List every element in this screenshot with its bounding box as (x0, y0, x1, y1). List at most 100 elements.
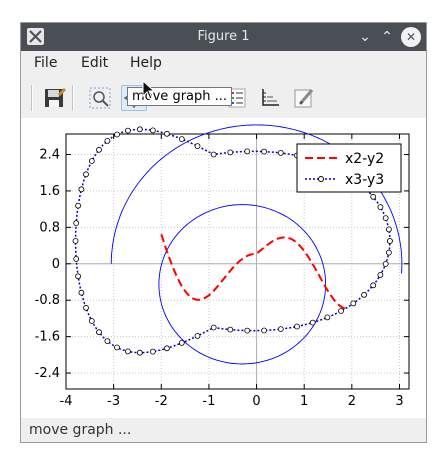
legend-button[interactable] (224, 85, 250, 111)
series-x3-y3-point (194, 332, 201, 339)
zoom-icon (89, 87, 111, 109)
title-bar: Figure 1 ⌄ ⌃ ✕ (21, 23, 426, 51)
y-tick-label: -2.4 (35, 366, 60, 381)
series-x3-y3-point (261, 327, 268, 334)
series-x3-y3-point (244, 148, 251, 155)
series-x3-y3-point (88, 158, 95, 164)
series-x3-y3-point (350, 300, 357, 307)
series-x3-y3-point (114, 344, 120, 351)
series-x3-y3-point (227, 326, 234, 333)
save-icon (45, 87, 67, 107)
series-x3-y3-point (75, 273, 81, 280)
series-x3-y3-point (125, 348, 131, 355)
y-tick-label: -1.6 (35, 330, 60, 345)
edit-icon (294, 89, 314, 108)
x-tick-label: -2 (155, 394, 168, 409)
minimize-icon[interactable]: ⌄ (359, 29, 371, 45)
series-x3-y3-point (96, 329, 102, 336)
series-x3-y3-point (385, 249, 392, 256)
series-x3-y3-point (72, 238, 79, 244)
menu-edit[interactable]: Edit (81, 55, 109, 71)
blue-arc-curve (110, 124, 403, 274)
legend-icon (228, 88, 246, 108)
series-x3-y3-point (163, 130, 170, 137)
series-x3-y3-point (83, 171, 89, 178)
legend-label-x3-y3: x3-y3 (345, 172, 384, 188)
series-x3-y3-point (104, 338, 111, 345)
legend-box (296, 143, 402, 193)
series-x3-y3-point (227, 149, 234, 156)
series-x3-y3-point (210, 324, 217, 331)
series-x3-y3-point (163, 345, 170, 352)
tooltip: move graph ... (127, 87, 233, 106)
axes-button[interactable] (257, 85, 283, 111)
series-x3-y3-point (136, 349, 143, 356)
y-tick-label: 1.6 (39, 184, 60, 199)
series-x3-y3-point (73, 220, 80, 226)
series-x3-y3-point (382, 215, 389, 221)
series-x3-y3-point (78, 289, 85, 296)
menu-help[interactable]: Help (130, 55, 162, 71)
series-x3-y3-point (149, 348, 156, 355)
plot-frame (65, 133, 410, 390)
series-x3-y3-point (277, 326, 284, 333)
series-x3-y3-point (178, 339, 185, 346)
series-x3-y3-point (385, 226, 392, 233)
x-tick-label: 3 (395, 394, 403, 409)
series-x3-y3-point (261, 148, 268, 155)
axes-icon (262, 89, 279, 106)
zoom-button[interactable] (87, 85, 113, 111)
menu-file[interactable]: File (34, 55, 58, 71)
app-icon (27, 28, 44, 45)
blue-circle-curve (158, 204, 327, 365)
y-tick-label: 0.8 (39, 220, 60, 235)
series-x3-y3-point (324, 314, 331, 321)
plot-area[interactable]: -4 -3 -2 -1 0 1 2 3 2.4 1.6 0.8 0 -0.8 -1.6 -2.4 x2-y2 x… (21, 118, 426, 418)
x-tick-label: -4 (60, 394, 73, 409)
edit-button[interactable] (291, 85, 317, 111)
series-x3-y3-point (377, 204, 384, 210)
y-tick-label: -0.8 (35, 293, 60, 308)
series-x3-y3-point (361, 291, 368, 298)
x-tick-label: -1 (202, 394, 215, 409)
series-x3-y3-point (377, 271, 384, 278)
series-x2-y2-line (160, 233, 348, 310)
series-x3-y3-point (370, 282, 377, 289)
save-button[interactable] (41, 85, 67, 111)
series-x3-y3-point (73, 255, 80, 262)
x-tick-label: -3 (107, 394, 120, 409)
maximize-icon[interactable]: ⌃ (381, 29, 393, 45)
series-x3-y3-point (125, 127, 131, 134)
series-x3-y3-point (194, 143, 201, 150)
series-x3-y3-point (78, 186, 85, 193)
series-x3-y3-point (386, 238, 393, 244)
y-tick-label: 2.4 (39, 147, 60, 162)
series-x3-y3-point (382, 261, 389, 267)
plot-canvas[interactable]: -4 -3 -2 -1 0 1 2 3 2.4 1.6 0.8 0 -0.8 -1.6 -2.4 x2-y2 x… (21, 118, 426, 418)
x-tick-label: 0 (252, 394, 260, 409)
series-x3-y3-point (96, 146, 102, 153)
series-x3-y3-point (75, 202, 81, 209)
series-x3-y3-point (210, 151, 217, 158)
close-icon[interactable]: ✕ (401, 27, 421, 47)
series-x3-y3-point (370, 193, 377, 200)
series-x3-y3-point (149, 127, 156, 134)
figure-window: Figure 1 ⌄ ⌃ ✕ File Edit Help (20, 22, 427, 443)
window-title: Figure 1 (197, 29, 250, 44)
series-x3-y3-point (104, 137, 111, 144)
series-x3-y3-point (294, 323, 300, 330)
status-bar: move graph ... (29, 422, 132, 438)
series-x3-y3-point (83, 304, 89, 311)
toolbar-separator (72, 85, 74, 111)
legend-label-x2-y2: x2-y2 (345, 151, 384, 167)
series-x3-y3-point (244, 327, 251, 334)
toolbar-separator (31, 85, 33, 111)
legend-marker-x3-y3 (318, 176, 324, 182)
series-x3-y3-point (338, 308, 344, 314)
series-x3-y3-point (178, 136, 185, 143)
series-x3-y3-point (114, 131, 120, 138)
series-x3-y3-point (309, 319, 316, 326)
mouse-cursor-icon (142, 80, 156, 100)
x-tick-label: 2 (348, 394, 356, 409)
menu-bar: File Edit Help (21, 51, 426, 75)
